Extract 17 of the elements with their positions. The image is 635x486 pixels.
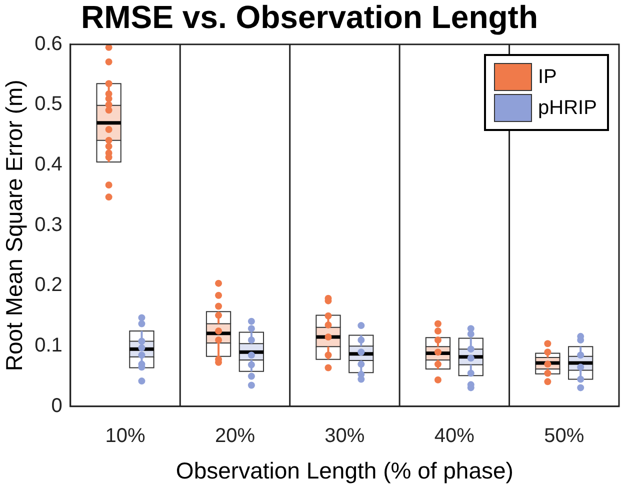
chart-title: RMSE vs. Observation Length [81,0,538,36]
x-tick-label: 20% [214,424,256,447]
x-tick-label: 10% [105,424,146,447]
x-tick-label: 30% [324,424,365,447]
y-tick-label: 0.2 [34,274,62,296]
y-axis-title: Root Mean Square Error (m) [1,80,28,372]
y-tick-label: 0.3 [34,214,62,236]
legend-label: IP [538,66,557,89]
x-axis-title: Observation Length (% of phase) [176,458,514,484]
x-tick-label: 50% [544,424,584,447]
y-tick-label: 0.1 [34,334,62,357]
y-tick-label: 0.5 [34,93,62,116]
y-tick-label: 0.6 [34,32,62,55]
y-tick-label: 0 [51,394,62,417]
legend-label: pHRIP [538,96,597,120]
y-tick-label: 0.4 [34,154,62,176]
x-tick-label: 40% [434,424,475,447]
